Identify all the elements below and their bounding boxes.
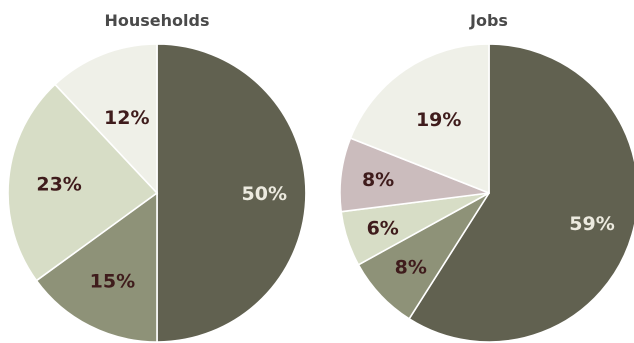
households-chart-title: Households: [105, 11, 210, 30]
households-pie: 50% 15% 23% 12%: [7, 43, 307, 343]
jobs-pie-label-3: 6%: [367, 218, 399, 240]
households-pie-slice-1: [156, 43, 307, 343]
households-pie-label-4: 12%: [104, 107, 149, 129]
jobs-pie: 59% 8% 6% 8% 19%: [339, 43, 634, 343]
jobs-pie-slice-1: [408, 43, 634, 343]
jobs-pie-label-1: 59%: [569, 213, 614, 235]
jobs-pie-slice-5: [349, 43, 490, 195]
jobs-pie-label-4: 8%: [362, 169, 394, 191]
jobs-chart-title: Jobs: [469, 11, 508, 30]
households-pie-slice-3: [7, 83, 159, 282]
households-pie-slice-4: [53, 43, 158, 196]
households-pie-label-3: 23%: [36, 174, 81, 196]
households-pie-label-1: 50%: [242, 183, 287, 205]
jobs-pie-label-2: 8%: [395, 256, 427, 278]
households-pie-label-2: 15%: [90, 271, 135, 293]
jobs-pie-label-5: 19%: [416, 109, 461, 131]
households-pie-slice-2: [35, 191, 158, 343]
